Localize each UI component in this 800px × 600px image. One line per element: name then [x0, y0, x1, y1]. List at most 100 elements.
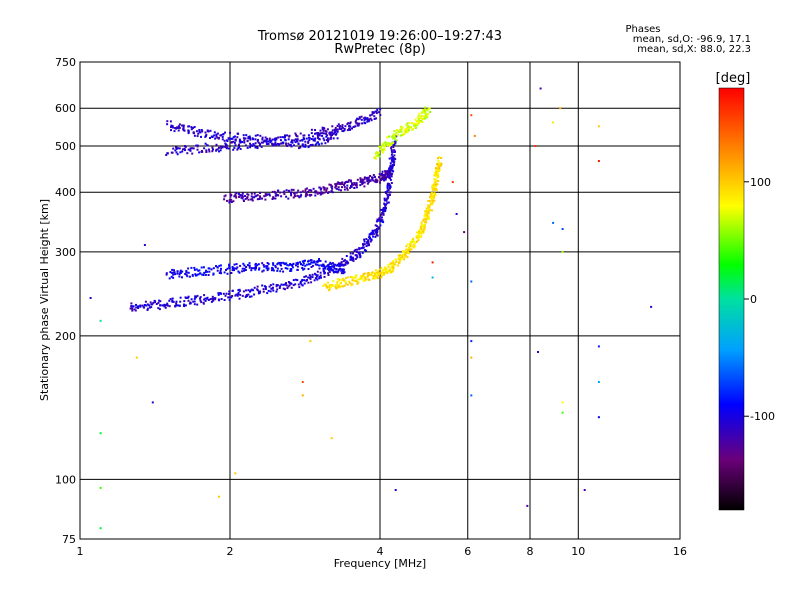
echo-point [166, 120, 169, 123]
echo-point [321, 128, 324, 131]
echo-point [383, 197, 386, 200]
echo-point [226, 199, 228, 202]
echo-point [208, 150, 211, 153]
echo-point [326, 268, 329, 270]
echo-point [261, 284, 264, 287]
echo-point [256, 194, 259, 197]
echo-point [305, 194, 308, 197]
echo-point [367, 240, 369, 243]
echo-point [382, 173, 385, 176]
echo-point [285, 143, 288, 146]
echo-point [364, 122, 367, 125]
echo-point [322, 263, 325, 266]
echo-point [327, 140, 329, 143]
echo-point [189, 147, 192, 150]
echo-point [337, 270, 340, 273]
echo-point [234, 138, 237, 141]
echo-point [280, 142, 283, 145]
echo-point [316, 135, 319, 138]
echo-point [470, 114, 473, 117]
echo-point [376, 276, 379, 279]
echo-point [131, 307, 134, 310]
echo-point [226, 272, 229, 275]
echo-point [244, 269, 247, 271]
echo-point [393, 140, 396, 143]
echo-point [213, 134, 216, 137]
echo-point [425, 214, 428, 217]
echo-point [189, 302, 192, 305]
echo-point [287, 281, 290, 283]
echo-point [171, 125, 174, 127]
echo-point [237, 132, 240, 135]
echo-point [392, 133, 395, 136]
echo-point [308, 136, 310, 139]
echo-point [338, 278, 341, 281]
echo-point [237, 291, 240, 294]
echo-point [240, 194, 242, 197]
echo-point [183, 147, 186, 150]
echo-point [302, 262, 305, 265]
echo-point [282, 270, 285, 273]
echo-point [287, 189, 290, 192]
echo-point [323, 270, 326, 273]
echo-point [204, 135, 207, 138]
echo-point [237, 293, 240, 296]
echo-point [205, 151, 208, 153]
echo-point [285, 189, 288, 192]
echo-point [202, 274, 205, 276]
echo-point [237, 270, 240, 273]
echo-point [298, 286, 301, 289]
echo-point [357, 118, 360, 121]
echo-point [372, 111, 375, 114]
echo-point [402, 251, 405, 254]
echo-point [207, 299, 210, 301]
echo-point [284, 288, 286, 291]
echo-point [392, 261, 395, 264]
echo-point [151, 303, 154, 306]
echo-point [216, 269, 219, 272]
echo-point [320, 193, 322, 196]
echo-point [390, 165, 393, 168]
echo-point [373, 175, 376, 178]
echo-point [287, 138, 290, 141]
echo-point [334, 184, 337, 187]
echo-point [232, 136, 235, 139]
echo-point [166, 123, 169, 126]
echo-point [440, 157, 443, 159]
echo-point [197, 273, 200, 276]
echo-point [174, 149, 177, 152]
echo-point [311, 273, 314, 276]
echo-point [361, 180, 364, 183]
echo-point [279, 270, 282, 273]
echo-point [392, 136, 395, 138]
echo-point [323, 191, 326, 194]
echo-point [429, 197, 432, 200]
echo-point [424, 210, 426, 213]
echo-point [351, 279, 354, 282]
echo-point [185, 274, 188, 277]
echo-point [302, 260, 304, 263]
echo-point [413, 244, 416, 247]
echo-point [440, 162, 443, 165]
echo-point [394, 136, 397, 139]
echo-point [382, 213, 385, 216]
echo-point [166, 304, 169, 307]
echo-point [199, 296, 202, 299]
echo-point [208, 270, 211, 273]
echo-point [279, 191, 282, 194]
echo-point [394, 158, 397, 161]
echo-point [282, 283, 285, 286]
echo-point [356, 256, 359, 259]
echo-point [430, 193, 433, 196]
echo-point [335, 128, 338, 131]
echo-point [315, 260, 318, 263]
echo-point [172, 276, 175, 279]
echo-point [277, 194, 280, 197]
echo-point [381, 177, 384, 179]
echo-point [391, 167, 394, 169]
x-tick-label: 10 [571, 545, 585, 558]
echo-point [403, 256, 406, 259]
echo-point [341, 268, 344, 271]
echo-point [179, 269, 182, 272]
